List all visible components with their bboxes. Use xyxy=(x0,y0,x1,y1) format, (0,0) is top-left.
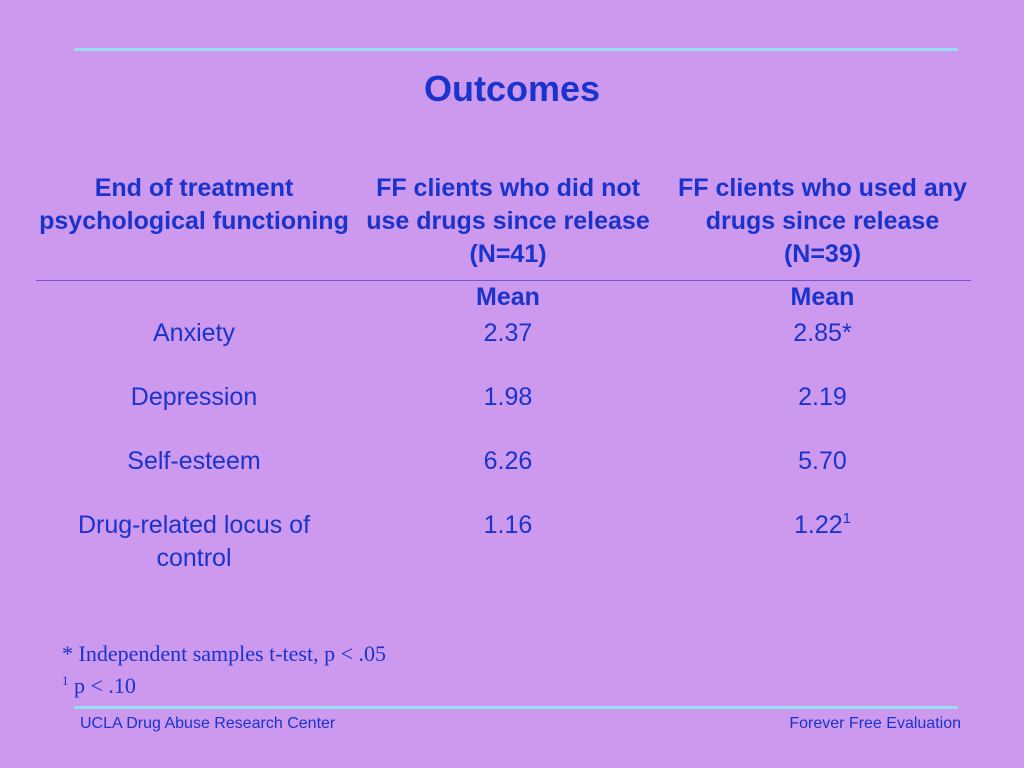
row-measure: Self-esteem xyxy=(127,447,261,475)
header-divider xyxy=(36,280,971,281)
row-drugs-mean: 2.19 xyxy=(798,383,847,411)
row-measure: Depression xyxy=(130,383,258,411)
row-no-drugs-mean: 1.98 xyxy=(483,383,533,411)
header-drugs: FF clients who used any drugs since rele… xyxy=(678,174,967,268)
row-drugs-mean: 1.221 xyxy=(793,510,851,539)
footnote-significance: * Independent samples t-test, p < .05 xyxy=(62,641,387,666)
subheader-mean-no-drugs: Mean xyxy=(476,283,540,311)
row-measure: Drug-related locus of control xyxy=(77,511,311,572)
footer-project: Forever Free Evaluation xyxy=(789,715,961,732)
row-no-drugs-mean: 1.16 xyxy=(483,511,533,539)
header-measure: End of treatment psychological functioni… xyxy=(39,174,349,235)
row-no-drugs-mean: 2.37 xyxy=(483,319,533,347)
footnote-marker: 1 xyxy=(62,673,69,688)
header-no-drugs: FF clients who did not use drugs since r… xyxy=(366,174,650,268)
row-no-drugs-mean: 6.26 xyxy=(483,447,533,475)
subheader-mean-drugs: Mean xyxy=(790,283,855,311)
row-drugs-mean: 5.70 xyxy=(798,447,847,475)
row-drugs-mean: 2.85* xyxy=(793,319,852,347)
row-measure: Anxiety xyxy=(153,319,235,347)
footnote-marker: 1 xyxy=(842,510,851,527)
footer-organization: UCLA Drug Abuse Research Center xyxy=(80,715,336,732)
slide-title: Outcomes xyxy=(423,68,601,109)
footnote-trend: 1 p < .10 xyxy=(62,673,136,698)
top-divider xyxy=(74,48,958,51)
bottom-divider xyxy=(74,706,958,709)
